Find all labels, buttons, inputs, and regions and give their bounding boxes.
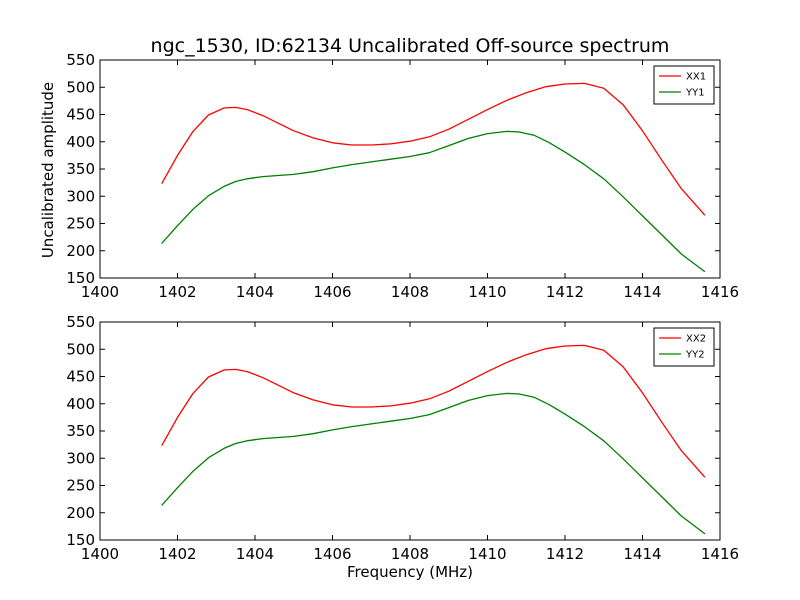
y-tick-label: 350 bbox=[66, 422, 95, 440]
x-tick-label: 1416 bbox=[701, 283, 739, 301]
x-tick-label: 1412 bbox=[546, 545, 584, 563]
y-tick-label: 450 bbox=[66, 106, 95, 124]
y-tick-label: 150 bbox=[66, 269, 95, 287]
y-tick-label: 550 bbox=[66, 51, 95, 69]
x-tick-label: 1400 bbox=[81, 283, 119, 301]
y-tick-label: 150 bbox=[66, 531, 95, 549]
series-line-xx2 bbox=[161, 344, 706, 478]
series-line-xx1 bbox=[161, 82, 706, 216]
bottom-plot-panel: 1400 1402 1404 1406 1408 1410 1412 1414 1416 150 2… bbox=[66, 313, 739, 563]
y-tick-label: 500 bbox=[66, 78, 95, 96]
x-tick-label: 1404 bbox=[236, 283, 274, 301]
y-tick-label: 200 bbox=[66, 242, 95, 260]
y-tick-label: 250 bbox=[66, 477, 95, 495]
y-tick-label: 400 bbox=[66, 133, 95, 151]
x-tick-label: 1408 bbox=[391, 545, 429, 563]
x-tick-label: 1412 bbox=[546, 283, 584, 301]
x-tick-label: 1404 bbox=[236, 545, 274, 563]
series-line-yy2 bbox=[161, 392, 706, 535]
legend-label-yy2: YY2 bbox=[685, 350, 705, 361]
figure-title: ngc_1530, ID:62134 Uncalibrated Off-sour… bbox=[151, 35, 670, 57]
top-plot-panel: 1400 1402 1404 1406 1408 1410 1412 1414 1416 150 2… bbox=[66, 51, 739, 301]
legend-box bbox=[653, 327, 715, 367]
legend-label-xx2: XX2 bbox=[686, 334, 706, 345]
y-tick-label: 500 bbox=[66, 340, 95, 358]
y-tick-label: 350 bbox=[66, 160, 95, 178]
y-tick-label: 550 bbox=[66, 313, 95, 331]
x-tick-label: 1410 bbox=[468, 545, 506, 563]
x-tick-label: 1408 bbox=[391, 283, 429, 301]
x-tick-label: 1414 bbox=[623, 283, 661, 301]
x-axis-label: Frequency (MHz) bbox=[347, 563, 473, 581]
x-tick-label: 1402 bbox=[158, 545, 196, 563]
x-tick-label: 1406 bbox=[313, 283, 351, 301]
x-tick-label: 1414 bbox=[623, 545, 661, 563]
y-tick-label: 400 bbox=[66, 395, 95, 413]
legend-label-xx1: XX1 bbox=[686, 72, 706, 83]
y-tick-label: 300 bbox=[66, 449, 95, 467]
series-line-yy1 bbox=[161, 130, 706, 273]
x-tick-label: 1416 bbox=[701, 545, 739, 563]
y-tick-label: 450 bbox=[66, 368, 95, 386]
legend-box bbox=[653, 65, 715, 105]
x-tick-label: 1400 bbox=[81, 545, 119, 563]
legend-label-yy1: YY1 bbox=[685, 88, 705, 99]
x-tick-label: 1406 bbox=[313, 545, 351, 563]
y-axis-label: Uncalibrated amplitude bbox=[39, 82, 57, 258]
x-tick-label: 1402 bbox=[158, 283, 196, 301]
x-tick-label: 1410 bbox=[468, 283, 506, 301]
y-tick-label: 200 bbox=[66, 504, 95, 522]
y-tick-label: 250 bbox=[66, 215, 95, 233]
y-tick-label: 300 bbox=[66, 187, 95, 205]
